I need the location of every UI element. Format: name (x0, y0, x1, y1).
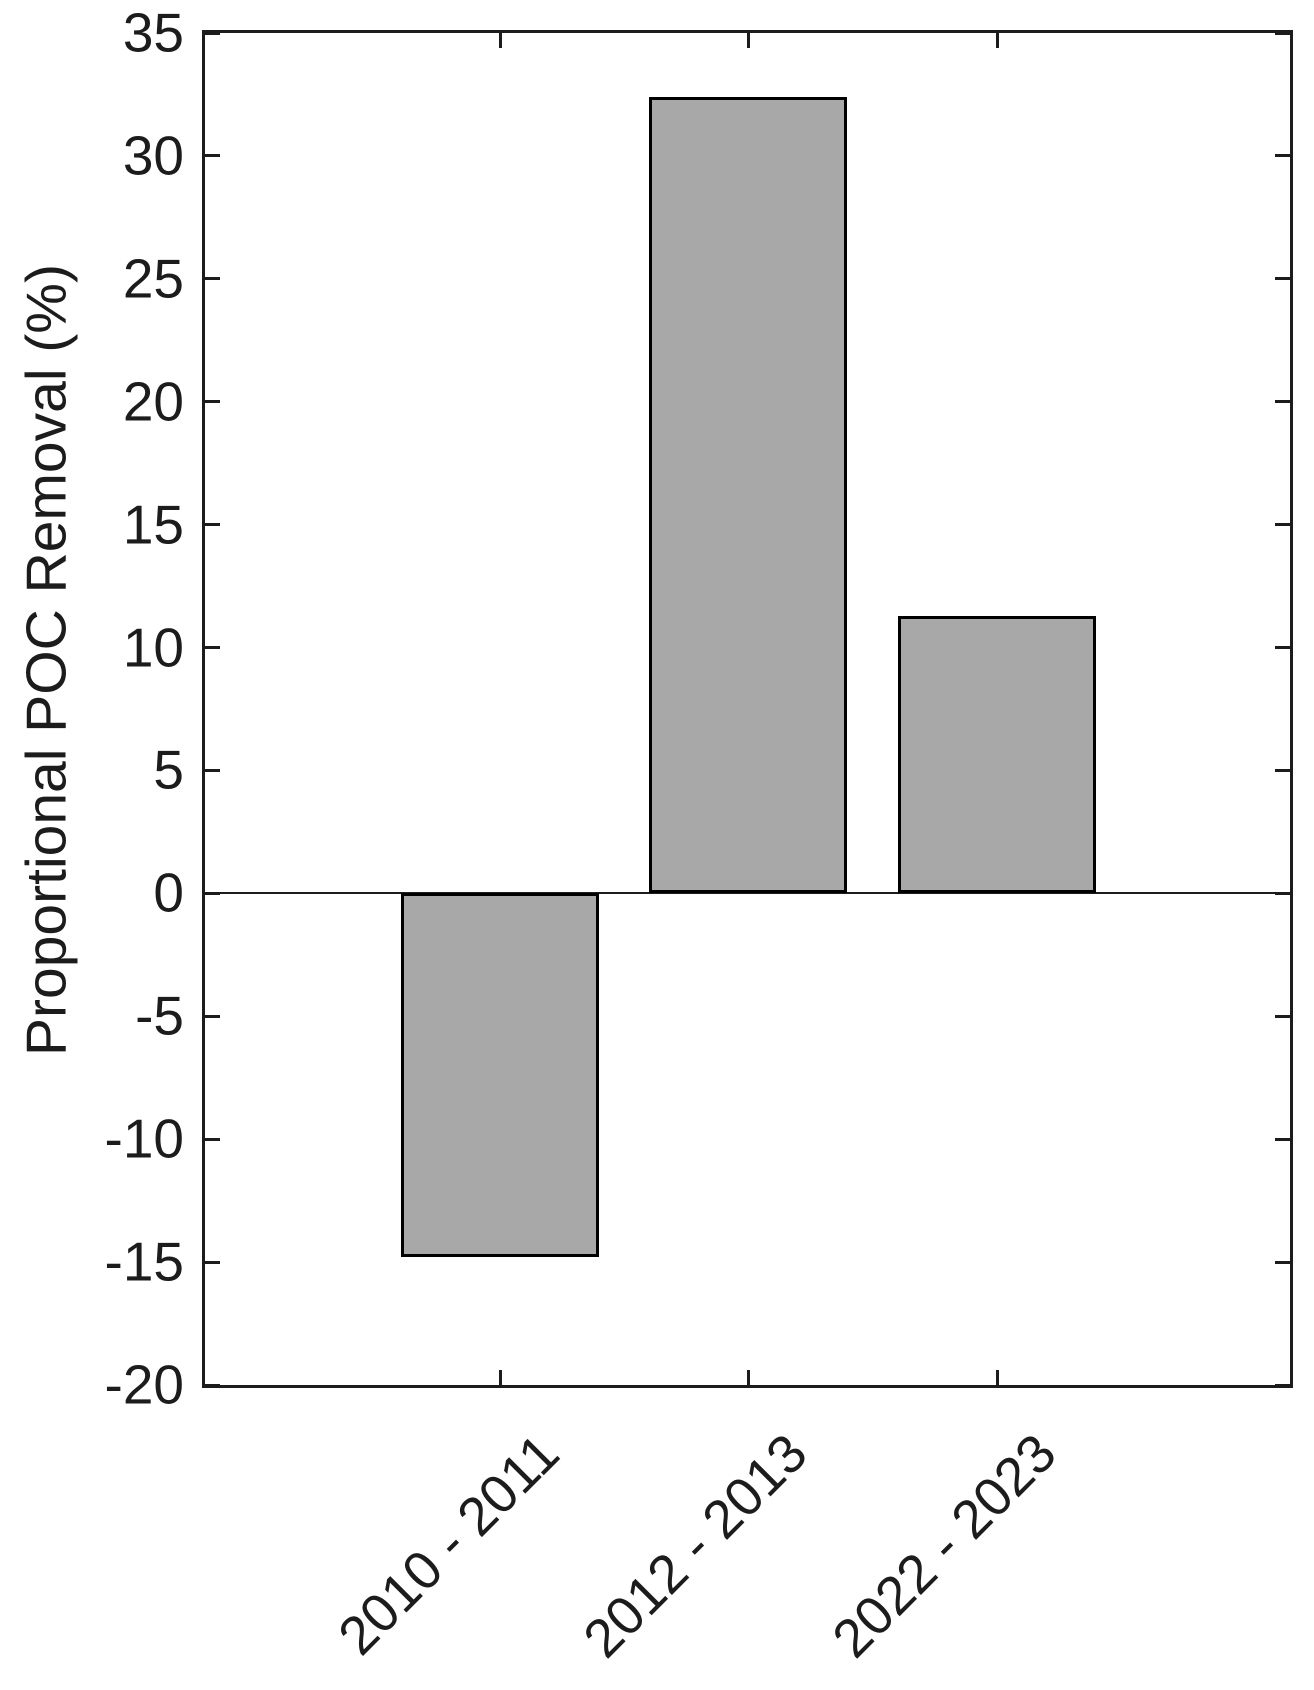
y-tick-label: -5 (135, 984, 184, 1047)
y-tick-mark (205, 400, 220, 404)
y-tick-mark (205, 1014, 220, 1018)
y-tick-mark (1275, 891, 1290, 895)
y-tick-mark (205, 1137, 220, 1141)
y-tick-mark (1275, 1383, 1290, 1387)
plot-inner (205, 31, 1290, 1387)
y-tick-mark (1275, 154, 1290, 158)
y-tick-label: 0 (153, 861, 184, 924)
zero-baseline (205, 892, 1290, 895)
y-tick-mark (1275, 768, 1290, 772)
y-tick-mark (1275, 1137, 1290, 1141)
y-tick-mark (205, 891, 220, 895)
y-tick-mark (1275, 646, 1290, 650)
y-tick-label: -20 (104, 1353, 185, 1416)
y-tick-mark (1275, 1014, 1290, 1018)
y-tick-label: 35 (122, 1, 184, 64)
x-axis-tick-labels: 2010 - 2011 2012 - 2013 2022 - 2023 (205, 1388, 1290, 1690)
x-tick-mark (746, 33, 750, 48)
y-tick-mark (1275, 523, 1290, 527)
y-axis-tick-labels: -20 -15 -10 -5 0 5 10 15 20 25 30 35 (0, 5, 185, 1412)
y-tick-mark (205, 646, 220, 650)
y-tick-label: -15 (104, 1230, 185, 1293)
y-tick-mark (205, 1383, 220, 1387)
y-tick-label: 30 (122, 124, 184, 187)
y-tick-mark (1275, 277, 1290, 281)
x-tick-mark (995, 1370, 999, 1385)
y-tick-label: 10 (122, 616, 184, 679)
y-tick-label: 20 (122, 370, 184, 433)
y-tick-mark (205, 1260, 220, 1264)
x-tick-label: 2022 - 2023 (821, 1422, 1068, 1670)
y-tick-mark (1275, 31, 1290, 35)
x-tick-label: 2012 - 2013 (572, 1422, 819, 1670)
y-tick-label: 15 (122, 493, 184, 556)
plot-area (202, 30, 1293, 1388)
y-tick-label: -10 (104, 1107, 185, 1170)
y-tick-mark (205, 154, 220, 158)
y-tick-mark (205, 768, 220, 772)
y-tick-mark (1275, 400, 1290, 404)
x-tick-label: 2010 - 2011 (326, 1422, 571, 1667)
bar-2010 - 2011 (401, 893, 599, 1258)
y-tick-mark (205, 31, 220, 35)
x-tick-mark (995, 33, 999, 48)
bar-2022 - 2023 (898, 615, 1097, 894)
y-tick-label: 5 (153, 738, 184, 801)
y-tick-mark (205, 523, 220, 527)
y-tick-mark (205, 277, 220, 281)
y-tick-label: 25 (122, 247, 184, 310)
y-tick-mark (1275, 1260, 1290, 1264)
bar-2012 - 2013 (649, 96, 848, 894)
x-tick-mark (746, 1370, 750, 1385)
x-tick-mark (498, 1370, 502, 1385)
x-tick-mark (498, 33, 502, 48)
